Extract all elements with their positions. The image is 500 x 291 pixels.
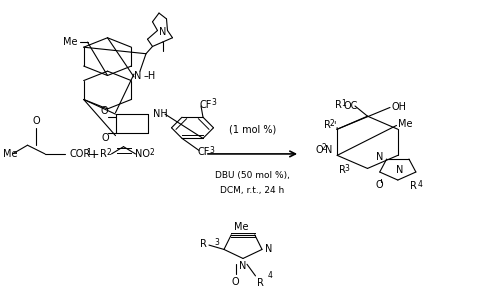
Text: DCM, r.t., 24 h: DCM, r.t., 24 h — [220, 186, 284, 195]
Text: O: O — [316, 145, 324, 155]
Text: 2: 2 — [322, 143, 327, 152]
Text: COR: COR — [69, 150, 90, 159]
Text: N: N — [264, 244, 272, 254]
Text: 3: 3 — [344, 164, 350, 173]
Text: 4: 4 — [418, 180, 423, 189]
Text: 1: 1 — [86, 148, 91, 157]
Text: DBU (50 mol %),: DBU (50 mol %), — [215, 171, 290, 180]
Text: 2: 2 — [330, 119, 335, 128]
Text: R: R — [338, 165, 345, 175]
Text: O: O — [32, 116, 40, 126]
Text: OH: OH — [391, 102, 406, 111]
Text: R: R — [410, 181, 417, 191]
Text: 2: 2 — [106, 148, 111, 157]
Text: O: O — [375, 180, 383, 190]
Text: R: R — [200, 239, 206, 249]
Text: 3: 3 — [209, 146, 214, 155]
Text: Me: Me — [2, 150, 17, 159]
Text: 1: 1 — [341, 99, 346, 108]
Text: NH: NH — [152, 109, 168, 119]
Text: CF: CF — [200, 100, 212, 109]
Text: N: N — [240, 261, 246, 272]
Text: 3: 3 — [214, 238, 219, 247]
Text: +: + — [88, 148, 100, 161]
Text: 3: 3 — [212, 98, 216, 107]
Text: R: R — [257, 278, 264, 288]
Text: N: N — [376, 152, 384, 162]
Text: OC: OC — [344, 101, 358, 111]
Text: R: R — [335, 100, 342, 110]
Text: N: N — [396, 165, 404, 175]
Text: ',: ', — [333, 121, 338, 131]
Text: N: N — [324, 145, 332, 155]
Text: O: O — [100, 106, 108, 116]
Text: Me: Me — [234, 222, 248, 232]
Text: Me: Me — [63, 37, 78, 47]
Text: N: N — [134, 70, 141, 81]
Text: –H: –H — [144, 70, 156, 81]
Text: Me: Me — [398, 119, 412, 129]
Text: R: R — [324, 120, 331, 130]
Text: O: O — [232, 277, 239, 287]
Text: CF: CF — [198, 148, 210, 157]
Text: 2: 2 — [149, 148, 154, 157]
Text: N: N — [159, 27, 166, 37]
Text: R: R — [100, 150, 107, 159]
Text: (1 mol %): (1 mol %) — [229, 124, 276, 134]
Text: O: O — [102, 133, 110, 143]
Text: NO: NO — [136, 150, 150, 159]
Text: 4: 4 — [268, 271, 272, 280]
